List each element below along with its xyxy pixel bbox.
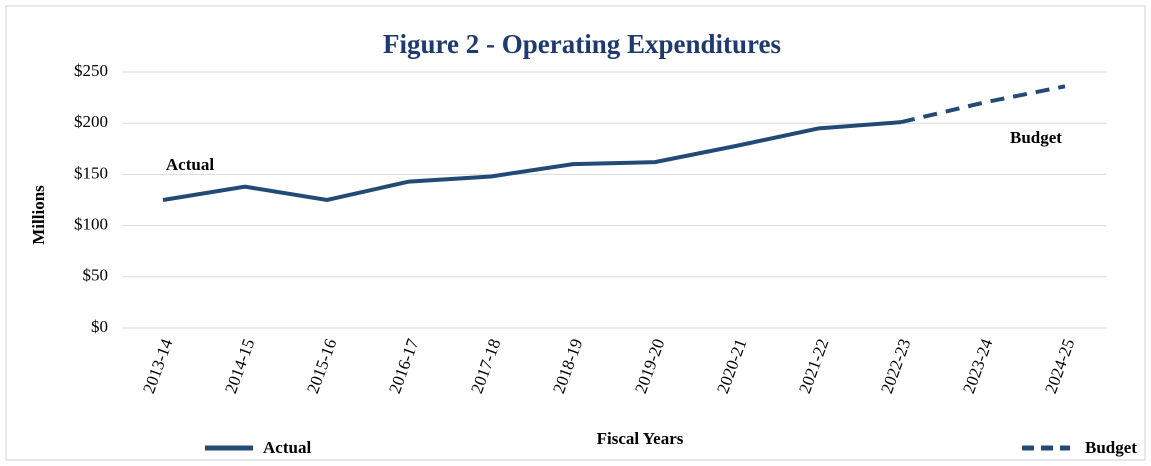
y-axis-label: Millions (29, 185, 48, 245)
legend-label: Actual (263, 438, 311, 457)
y-tick-label: $150 (74, 163, 108, 182)
y-tick-label: $0 (91, 317, 108, 336)
annotation: Budget (1010, 128, 1062, 147)
series-line (162, 120, 902, 203)
chart-title: Figure 2 - Operating Expenditures (383, 29, 781, 59)
chart-border (5, 5, 1146, 461)
y-tick-label: $200 (74, 112, 108, 131)
y-tick-label: $100 (74, 215, 108, 234)
annotation: Actual (166, 155, 214, 174)
x-axis-label: Fiscal Years (597, 429, 684, 448)
series-line (900, 84, 1066, 125)
y-tick-label: $250 (74, 61, 108, 80)
y-tick-label: $50 (83, 266, 109, 285)
legend-label: Budget (1085, 438, 1137, 457)
